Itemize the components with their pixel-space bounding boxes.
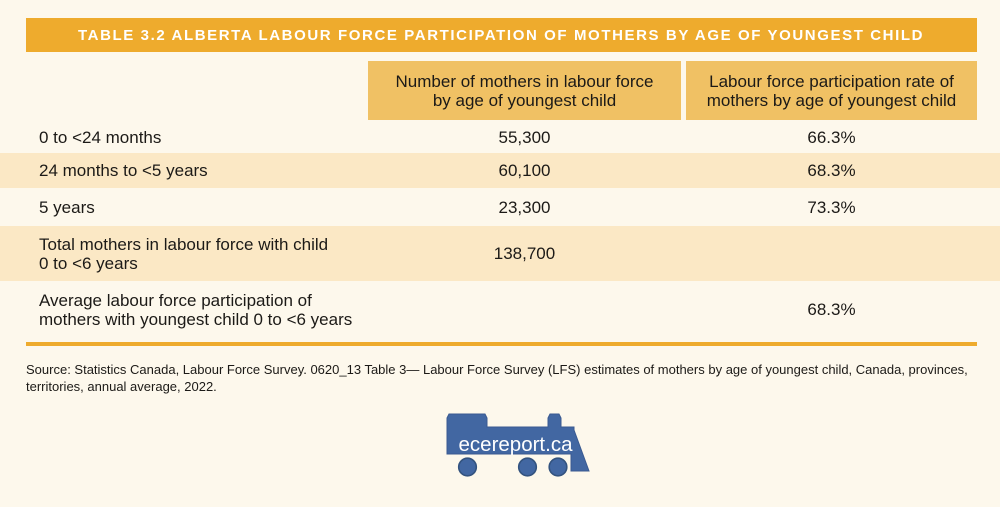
svg-text:ecereport.ca: ecereport.ca bbox=[459, 433, 574, 456]
